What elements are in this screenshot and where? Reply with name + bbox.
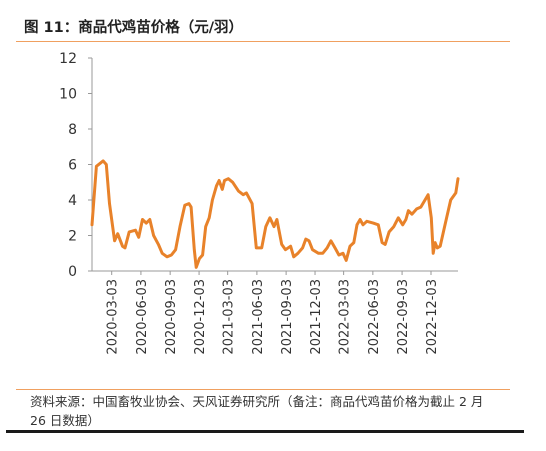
series-layer xyxy=(90,159,460,269)
source-note: 资料来源：中国畜牧业协会、天风证券研究所（备注：商品代鸡苗价格为截止 2 月 2… xyxy=(30,394,484,428)
x-tick-label: 2021-03-03 xyxy=(222,279,237,355)
price-series-line xyxy=(90,159,460,269)
x-tick-label: 2021-12-03 xyxy=(309,279,324,355)
x-tick-label: 2020-03-03 xyxy=(106,279,121,355)
x-tick-label: 2020-12-03 xyxy=(193,279,208,355)
y-tick-label: 12 xyxy=(59,51,77,67)
x-tick-label: 2020-09-03 xyxy=(164,279,179,355)
y-tick-label: 8 xyxy=(68,122,77,138)
y-tick-label: 2 xyxy=(68,229,77,245)
y-tick-label: 6 xyxy=(68,158,77,174)
price-line-chart: 0 2 4 6 8 10 12 2020-03-03 2020-06-03 2020-09-03… xyxy=(59,51,460,355)
x-tick-label: 2021-06-03 xyxy=(251,279,266,355)
y-tick-label: 10 xyxy=(59,87,77,103)
x-axis: 2020-03-03 2020-06-03 2020-09-03 2020-12-03… xyxy=(92,270,458,355)
x-tick-label: 2022-12-03 xyxy=(425,279,440,355)
source-divider xyxy=(16,389,510,390)
bottom-rule xyxy=(6,430,524,433)
title-divider xyxy=(16,41,510,42)
figure-title: 图 11：商品代鸡苗价格（元/羽） xyxy=(24,20,244,36)
x-tick-label: 2022-03-03 xyxy=(338,279,353,355)
x-tick-label: 2021-09-03 xyxy=(280,279,295,355)
y-tick-label: 4 xyxy=(68,193,77,209)
x-tick-label: 2022-06-03 xyxy=(367,279,382,355)
x-tick-label: 2022-09-03 xyxy=(396,279,411,355)
y-tick-label: 0 xyxy=(68,264,77,280)
x-tick-label: 2020-06-03 xyxy=(135,279,150,355)
y-axis: 0 2 4 6 8 10 12 xyxy=(59,51,93,280)
